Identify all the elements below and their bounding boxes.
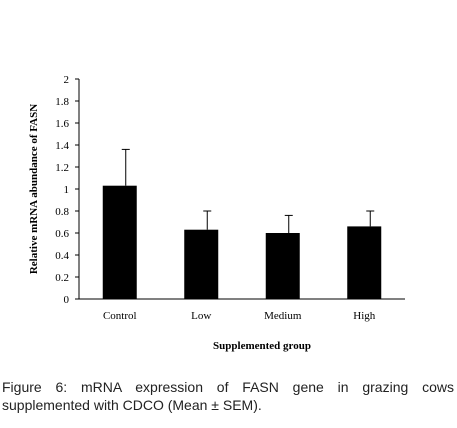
x-axis-title: Supplemented group	[213, 340, 311, 352]
y-tick-label: 1.6	[55, 118, 69, 130]
y-axis-title: Relative mRNA abundance of FASN	[28, 104, 40, 274]
figure-caption-text: mRNA expression of FASN gene in grazing …	[2, 379, 454, 413]
x-category-label: Medium	[264, 310, 302, 322]
y-tick-label: 1	[64, 184, 70, 196]
y-tick-label: 0.6	[55, 228, 69, 240]
bar-chart: 0 0.2 0.4 0.6 0.8 1 1.2 1.4 1.6 1.8 2 Control Low Me…	[28, 74, 405, 352]
bar-high	[347, 226, 382, 299]
x-axis-category-labels: Control Low Medium High	[103, 310, 376, 322]
y-tick-label: 0.2	[55, 272, 69, 284]
y-tick-label: 0.8	[55, 206, 69, 218]
bar-low	[184, 229, 219, 299]
y-tick-label: 1.4	[55, 140, 69, 152]
y-tick-label: 0.4	[55, 250, 69, 262]
x-category-label: Control	[103, 310, 137, 322]
figure-caption-label: Figure 6:	[2, 379, 68, 395]
y-tick-label: 2	[64, 74, 70, 86]
bars	[102, 148, 382, 299]
y-tick-label: 0	[64, 294, 70, 306]
figure-caption: Figure 6: mRNA expression of FASN gene i…	[2, 378, 454, 414]
bar-control	[102, 185, 137, 299]
x-category-label: Low	[191, 310, 211, 322]
y-axis-ticks: 0 0.2 0.4 0.6 0.8 1 1.2 1.4 1.6 1.8 2	[55, 74, 79, 306]
y-tick-label: 1.2	[55, 162, 69, 174]
y-tick-label: 1.8	[55, 96, 69, 108]
x-category-label: High	[353, 310, 376, 322]
bar-medium	[265, 233, 300, 299]
